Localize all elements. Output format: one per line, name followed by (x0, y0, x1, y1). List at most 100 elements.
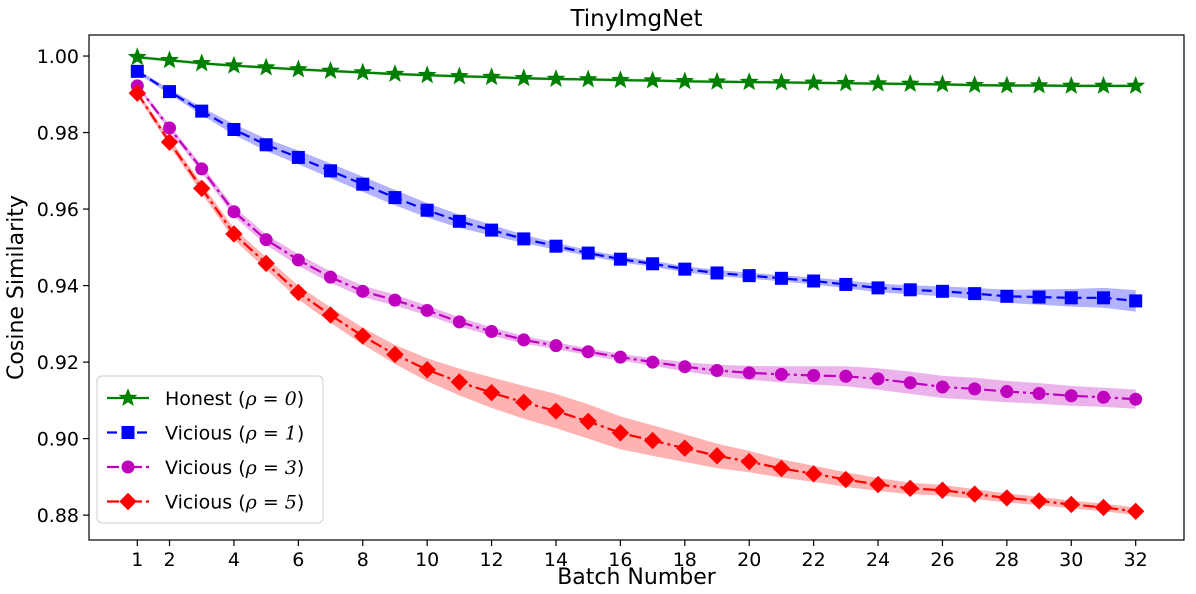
point-series-1 (452, 214, 466, 228)
point-series-0 (192, 53, 212, 72)
point-series-1 (420, 203, 434, 217)
point-series-1 (163, 85, 177, 99)
point-series-3 (515, 393, 533, 411)
legend-label-prefix: Vicious ( (165, 492, 246, 514)
y-tick-label: 0.90 (37, 429, 79, 451)
point-series-3 (708, 447, 726, 465)
point-series-1 (227, 122, 241, 136)
point-series-3 (450, 373, 469, 391)
point-series-3 (740, 452, 758, 471)
point-series-1 (968, 287, 982, 301)
point-series-0 (997, 75, 1017, 94)
y-tick-label: 0.88 (37, 505, 79, 527)
point-series-1 (1129, 294, 1143, 308)
point-series-1 (549, 239, 563, 253)
point-series-3 (354, 327, 372, 345)
point-series-2 (291, 253, 305, 267)
point-series-0 (385, 64, 405, 83)
point-series-0 (868, 73, 888, 92)
x-tick-label: 28 (995, 549, 1019, 571)
point-series-0 (643, 70, 663, 89)
point-series-1 (742, 269, 756, 283)
legend-box (96, 375, 324, 524)
legend-label: Vicious (ρ = 3) (165, 457, 304, 479)
y-axis-label: Cosine Similarity (4, 195, 29, 380)
point-series-0 (1061, 75, 1081, 94)
point-series-2 (1096, 390, 1110, 404)
point-series-3 (193, 179, 211, 198)
legend-label-suffix: ) (297, 388, 304, 410)
legend: Honest (ρ = 0) Vicious (ρ = 1) Vicious (ρ … (96, 375, 324, 524)
point-series-0 (256, 57, 276, 76)
point-series-2 (903, 376, 917, 390)
point-series-2 (774, 367, 788, 381)
point-series-0 (804, 72, 824, 91)
point-series-0 (321, 61, 340, 79)
band-series-1 (137, 69, 1136, 312)
point-series-2 (259, 233, 273, 247)
point-series-2 (807, 368, 821, 382)
x-tick-label: 1 (131, 549, 143, 571)
y-tick-label: 0.92 (37, 352, 79, 374)
point-series-2 (1032, 386, 1046, 400)
point-series-0 (610, 70, 630, 89)
legend-label-prefix: Vicious ( (165, 423, 246, 445)
point-series-2 (646, 355, 660, 369)
y-tick-label: 0.96 (37, 199, 79, 221)
legend-label-suffix: ) (297, 423, 304, 445)
y-tick-label: 1.00 (37, 46, 79, 68)
x-tick-label: 24 (866, 549, 890, 571)
point-series-3 (128, 84, 147, 102)
x-tick-label: 8 (357, 549, 369, 571)
line-series-1 (136, 70, 1136, 302)
x-tick-label: 16 (608, 549, 632, 571)
point-series-1 (710, 266, 724, 280)
point-series-1 (935, 284, 949, 298)
point-series-1 (581, 246, 595, 260)
point-series-3 (1030, 492, 1048, 510)
point-series-2 (517, 333, 531, 347)
point-series-3 (257, 254, 275, 273)
legend-label: Honest (ρ = 0) (165, 388, 304, 410)
point-series-0 (900, 74, 920, 92)
x-tick-label: 22 (802, 549, 826, 571)
point-series-3 (482, 384, 501, 402)
point-series-2 (195, 162, 209, 176)
legend-label: Vicious (ρ = 1) (165, 423, 304, 445)
point-series-1 (259, 138, 273, 152)
point-series-0 (127, 47, 147, 66)
legend-label-prefix: Honest ( (165, 388, 245, 410)
point-series-1 (774, 271, 788, 285)
point-series-1 (324, 164, 338, 178)
point-series-3 (998, 489, 1016, 507)
legend-marker (119, 492, 137, 511)
point-series-0 (578, 69, 598, 88)
legend-label-suffix: ) (297, 492, 304, 514)
point-series-3 (901, 479, 919, 498)
point-series-3 (869, 475, 887, 494)
point-series-3 (837, 470, 855, 489)
point-series-3 (933, 481, 952, 499)
point-series-2 (710, 364, 724, 378)
point-series-0 (482, 67, 502, 86)
point-series-1 (356, 177, 370, 191)
y-tick-label: 0.94 (37, 276, 79, 298)
y-axis: 0.88 0.90 0.92 0.94 0.96 0.98 1.00 (37, 46, 89, 527)
point-series-2 (968, 382, 982, 396)
point-series-0 (449, 66, 469, 85)
band-series-0 (137, 55, 1136, 88)
point-series-1 (195, 104, 209, 118)
point-series-0 (739, 72, 759, 91)
point-series-0 (160, 50, 179, 69)
point-series-0 (836, 73, 856, 92)
point-series-1 (130, 64, 144, 78)
point-series-1 (903, 283, 917, 297)
point-series-3 (418, 361, 436, 379)
point-series-2 (871, 372, 885, 386)
point-series-2 (356, 284, 370, 298)
point-series-3 (547, 402, 565, 420)
x-tick-label: 26 (930, 549, 954, 571)
point-series-3 (321, 306, 340, 324)
point-series-1 (1096, 291, 1110, 305)
